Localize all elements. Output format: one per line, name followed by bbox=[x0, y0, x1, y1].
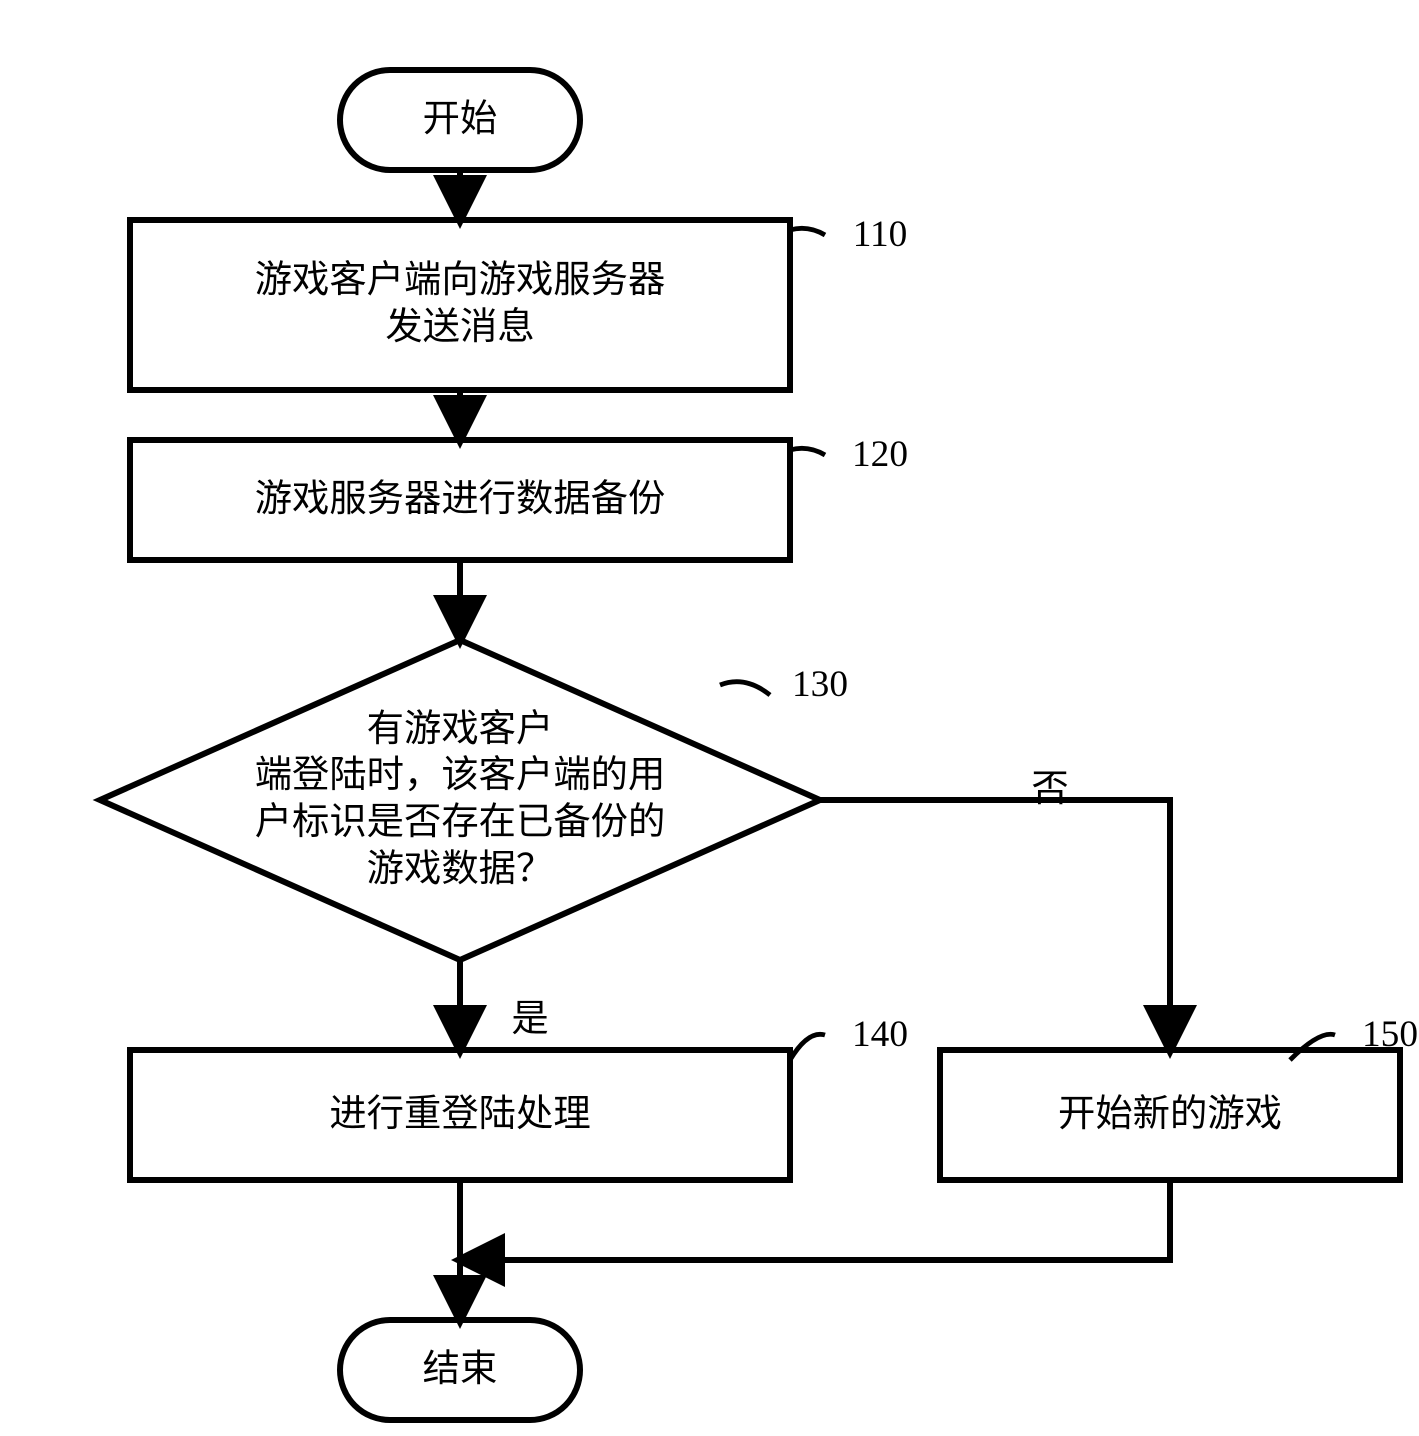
label-n140: 进行重登陆处理 bbox=[130, 1050, 790, 1180]
edge-label-n130-n140: 是 bbox=[500, 1000, 560, 1040]
edge-n150-end-merge bbox=[460, 1180, 1170, 1260]
label-end: 结束 bbox=[340, 1320, 580, 1420]
label-n110: 游戏客户端向游戏服务器 发送消息 bbox=[130, 220, 790, 390]
label-n130: 有游戏客户 端登陆时，该客户端的用 户标识是否存在已备份的 游戏数据？ bbox=[100, 640, 820, 960]
annotation-n150: 150 bbox=[1330, 1010, 1419, 1060]
annotation-n110: 110 bbox=[820, 210, 940, 260]
label-n150: 开始新的游戏 bbox=[940, 1050, 1400, 1180]
annotation-n120: 120 bbox=[820, 430, 940, 480]
label-n120: 游戏服务器进行数据备份 bbox=[130, 440, 790, 560]
label-start: 开始 bbox=[340, 70, 580, 170]
annotation-n140: 140 bbox=[820, 1010, 940, 1060]
annotation-n130: 130 bbox=[760, 660, 880, 710]
edge-label-n130-n150: 否 bbox=[1020, 770, 1080, 810]
